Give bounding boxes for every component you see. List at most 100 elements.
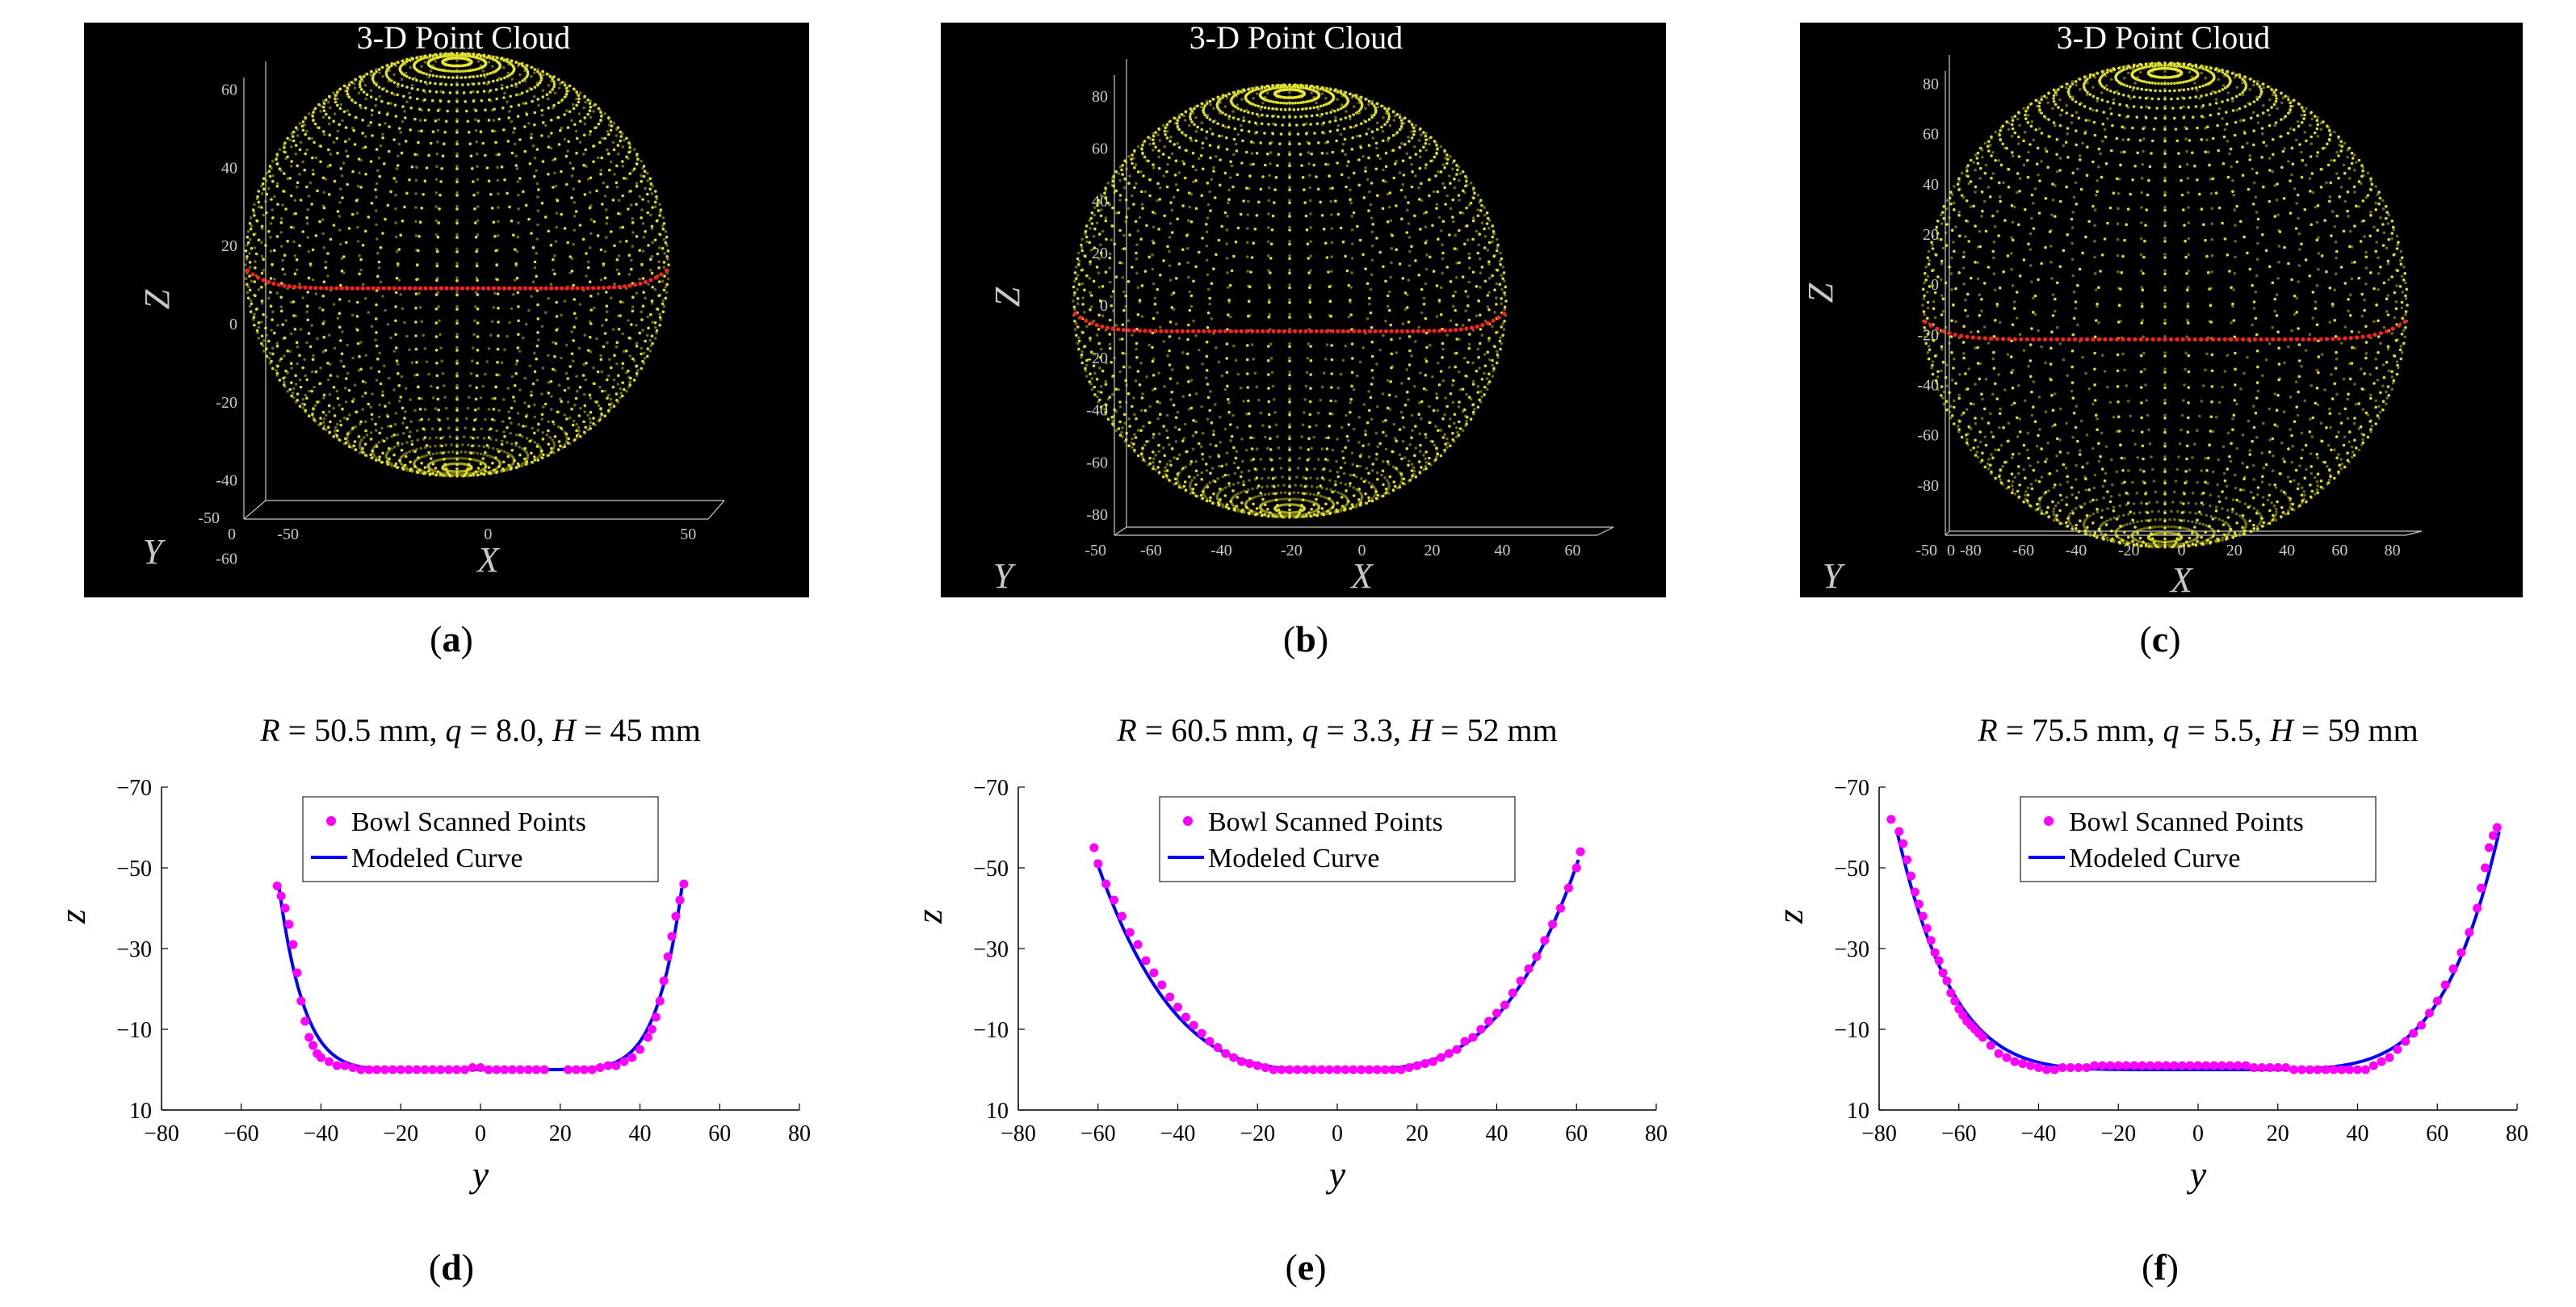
cloud-point: [1453, 352, 1457, 355]
cloud-point: [566, 400, 570, 404]
cloud-point: [1479, 313, 1482, 317]
cloud-point: [1230, 164, 1234, 168]
cloud-point: [1270, 228, 1274, 232]
cloud-point: [1236, 107, 1240, 111]
cloud-point: [635, 154, 639, 158]
cloud-point: [428, 445, 432, 448]
cloud-point: [462, 463, 466, 466]
cloud-point: [1279, 101, 1283, 105]
cloud-point: [440, 444, 443, 448]
cloud-point: [636, 374, 639, 377]
cloud-point: [568, 442, 572, 446]
cloud-point: [1273, 123, 1278, 127]
cloud-point: [473, 418, 476, 422]
cloud-point: [1096, 395, 1099, 399]
cloud-point: [1458, 172, 1462, 175]
cloud-point: [1435, 207, 1438, 210]
cloud-point: [1103, 408, 1106, 411]
cloud-point: [640, 159, 643, 163]
cloud-point: [389, 425, 392, 428]
cloud-point: [1111, 177, 1114, 180]
cloud-point: [417, 140, 420, 145]
cloud-point: [512, 233, 515, 237]
cloud-point: [1221, 94, 1225, 97]
cloud-point: [570, 407, 573, 411]
cloud-point: [1172, 195, 1176, 199]
cloud-point: [1339, 118, 1343, 121]
cloud-point: [556, 78, 560, 82]
cloud-point: [1288, 312, 1291, 316]
cloud-point: [448, 469, 452, 473]
cloud-point: [535, 344, 539, 348]
cloud-point: [1382, 430, 1385, 434]
cloud-point: [1364, 98, 1367, 101]
cloud-point: [293, 328, 297, 331]
cloud-point: [589, 421, 593, 425]
cloud-point: [1088, 241, 1092, 245]
cloud-point: [1387, 290, 1391, 294]
cloud-point: [439, 471, 443, 475]
cloud-point: [1121, 164, 1124, 167]
cloud-point: [1125, 167, 1128, 171]
cloud-point: [589, 130, 592, 133]
cloud-point: [387, 446, 391, 450]
cloud-point: [405, 57, 409, 61]
cloud-point: [1345, 164, 1349, 168]
cloud-point: [491, 461, 494, 465]
cloud-point: [596, 156, 600, 160]
cloud-point: [572, 283, 575, 287]
cloud-point: [338, 88, 342, 91]
cloud-point: [1181, 204, 1185, 207]
cloud-point: [1143, 155, 1147, 159]
cloud-point: [1271, 214, 1275, 218]
cloud-point: [1073, 271, 1077, 274]
cloud-point: [401, 406, 405, 410]
cloud-point: [548, 436, 552, 439]
cloud-point: [327, 122, 331, 126]
cloud-point: [444, 52, 447, 56]
cloud-point: [528, 162, 532, 165]
cloud-point: [1250, 140, 1253, 144]
cloud-point: [334, 94, 338, 97]
cloud-point: [1334, 88, 1337, 91]
cloud-point: [455, 140, 459, 144]
cloud-point: [1491, 229, 1496, 233]
cloud-point: [606, 396, 609, 400]
cloud-point: [1374, 111, 1378, 115]
cloud-point: [466, 59, 470, 63]
cloud-point: [1228, 423, 1232, 426]
cloud-point: [398, 127, 401, 130]
cloud-point: [260, 184, 263, 188]
cloud-point: [1249, 163, 1252, 166]
cloud-point: [336, 316, 340, 320]
cloud-point: [523, 376, 527, 380]
cloud-point: [447, 463, 451, 466]
cloud-point: [1194, 168, 1198, 172]
cloud-point: [1340, 94, 1345, 98]
cloud-point: [1312, 106, 1316, 110]
cloud-point: [1308, 313, 1311, 316]
cloud-point: [1308, 186, 1312, 190]
cloud-point: [1389, 323, 1392, 327]
cloud-point: [254, 266, 257, 270]
cloud-point: [1366, 178, 1370, 182]
cloud-point: [1157, 155, 1160, 159]
cloud-point: [1403, 143, 1407, 146]
cloud-point: [375, 195, 378, 199]
cloud-point: [565, 437, 568, 440]
cloud-point: [345, 149, 348, 153]
cloud-point: [607, 132, 610, 136]
cloud-point: [322, 425, 326, 428]
cloud-point: [1122, 352, 1126, 355]
cloud-point: [1492, 232, 1496, 236]
cloud-point: [497, 306, 500, 310]
cloud-point: [607, 393, 610, 397]
cloud-point: [1192, 419, 1195, 422]
cloud-point: [547, 392, 551, 395]
cloud-point: [284, 207, 287, 211]
cloud-point: [1288, 242, 1291, 246]
cloud-point: [1252, 141, 1256, 145]
cloud-point: [257, 321, 261, 325]
cloud-point: [543, 216, 548, 219]
cloud-point: [1364, 170, 1367, 173]
